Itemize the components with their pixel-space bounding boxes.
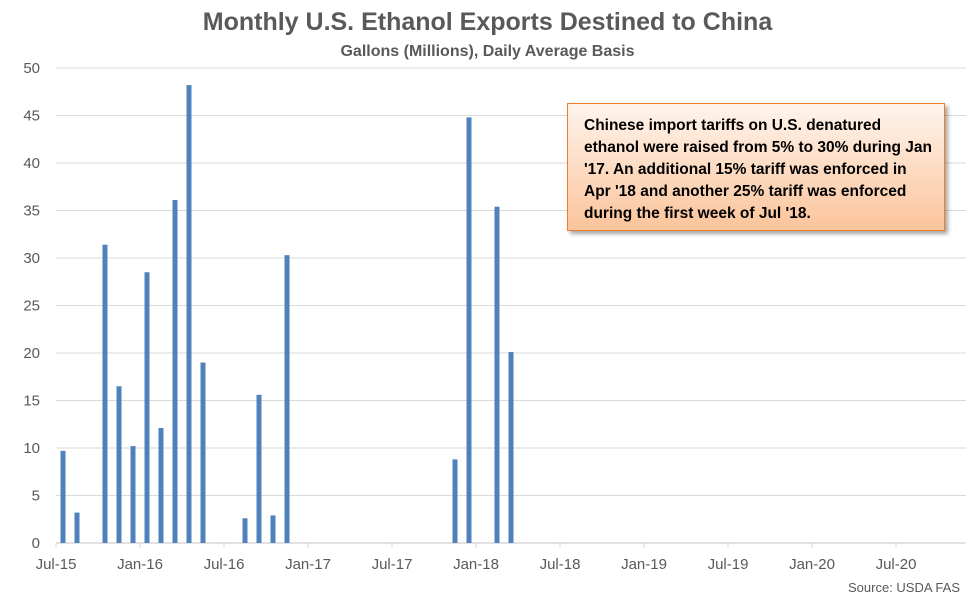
bar bbox=[494, 206, 500, 543]
bar bbox=[200, 362, 206, 543]
x-tick-label: Jul-17 bbox=[372, 556, 413, 573]
bar bbox=[172, 200, 178, 544]
bar bbox=[466, 117, 472, 544]
chart-title: Monthly U.S. Ethanol Exports Destined to… bbox=[202, 8, 773, 36]
x-tick-label: Jul-20 bbox=[876, 556, 917, 573]
bar bbox=[74, 512, 80, 543]
x-tick-label: Jul-16 bbox=[204, 556, 245, 573]
source-note: Source: USDA FAS bbox=[848, 580, 960, 595]
bar bbox=[452, 459, 458, 543]
x-tick-label: Jul-15 bbox=[36, 556, 77, 573]
bar bbox=[508, 352, 514, 543]
y-tick-label: 20 bbox=[23, 345, 40, 362]
x-tick-label: Jan-19 bbox=[621, 556, 667, 573]
y-tick-label: 25 bbox=[23, 298, 40, 315]
bar bbox=[130, 446, 136, 543]
y-tick-label: 45 bbox=[23, 108, 40, 125]
y-tick-label: 0 bbox=[32, 535, 40, 552]
bar bbox=[60, 450, 66, 543]
x-tick-label: Jul-19 bbox=[708, 556, 749, 573]
x-tick-label: Jan-18 bbox=[453, 556, 499, 573]
bar bbox=[270, 515, 276, 543]
tariff-annotation: Chinese import tariffs on U.S. denatured… bbox=[567, 103, 945, 231]
x-tick-label: Jan-17 bbox=[285, 556, 331, 573]
x-tick-label: Jan-16 bbox=[117, 556, 163, 573]
bar bbox=[116, 386, 122, 543]
bar bbox=[186, 85, 192, 543]
y-tick-label: 50 bbox=[23, 60, 40, 77]
chart-subtitle: Gallons (Millions), Daily Average Basis bbox=[340, 43, 635, 60]
y-tick-label: 5 bbox=[32, 488, 40, 505]
bar bbox=[284, 255, 290, 543]
bar bbox=[102, 244, 108, 543]
y-tick-label: 30 bbox=[23, 250, 40, 267]
y-tick-label: 40 bbox=[23, 155, 40, 172]
bar bbox=[158, 428, 164, 543]
y-tick-label: 10 bbox=[23, 440, 40, 457]
bar bbox=[144, 272, 150, 543]
bar bbox=[242, 518, 248, 543]
bar bbox=[256, 394, 262, 543]
x-tick-label: Jan-20 bbox=[789, 556, 835, 573]
x-tick-label: Jul-18 bbox=[540, 556, 581, 573]
y-tick-label: 15 bbox=[23, 393, 40, 410]
y-tick-label: 35 bbox=[23, 203, 40, 220]
